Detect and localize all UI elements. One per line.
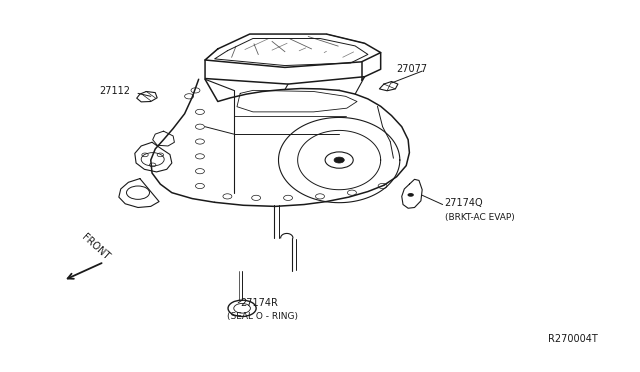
Circle shape	[408, 193, 414, 197]
Text: 27174Q: 27174Q	[445, 198, 483, 208]
Text: 27077: 27077	[397, 64, 428, 74]
Text: FRONT: FRONT	[79, 232, 111, 262]
Circle shape	[334, 157, 344, 163]
Text: 27112: 27112	[100, 87, 131, 96]
Text: 27174R: 27174R	[240, 298, 278, 308]
Text: (SEAL O - RING): (SEAL O - RING)	[227, 312, 298, 321]
Text: (BRKT-AC EVAP): (BRKT-AC EVAP)	[445, 213, 515, 222]
Text: R270004T: R270004T	[548, 334, 598, 344]
